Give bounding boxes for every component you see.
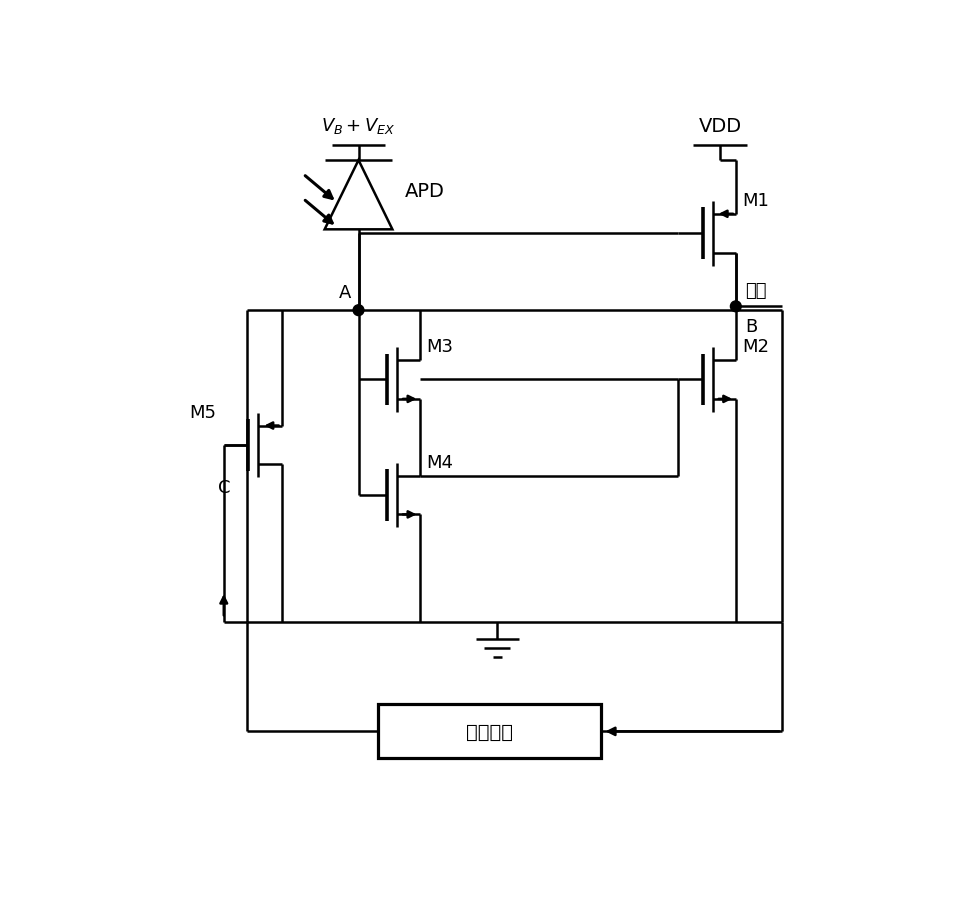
Circle shape — [353, 305, 363, 316]
Text: M2: M2 — [741, 338, 768, 356]
Text: M5: M5 — [189, 404, 216, 422]
Text: 延时电路: 延时电路 — [465, 722, 513, 741]
FancyBboxPatch shape — [377, 704, 601, 759]
Text: $V_B+V_{EX}$: $V_B+V_{EX}$ — [321, 117, 395, 137]
Text: VDD: VDD — [698, 118, 741, 137]
Circle shape — [730, 302, 740, 312]
Text: C: C — [217, 478, 230, 496]
Text: A: A — [338, 283, 351, 302]
Text: M4: M4 — [425, 454, 453, 471]
Text: APD: APD — [404, 182, 444, 201]
Text: M1: M1 — [741, 192, 768, 210]
Text: M3: M3 — [425, 338, 453, 356]
Text: 输出: 输出 — [744, 281, 766, 300]
Text: B: B — [744, 318, 757, 336]
